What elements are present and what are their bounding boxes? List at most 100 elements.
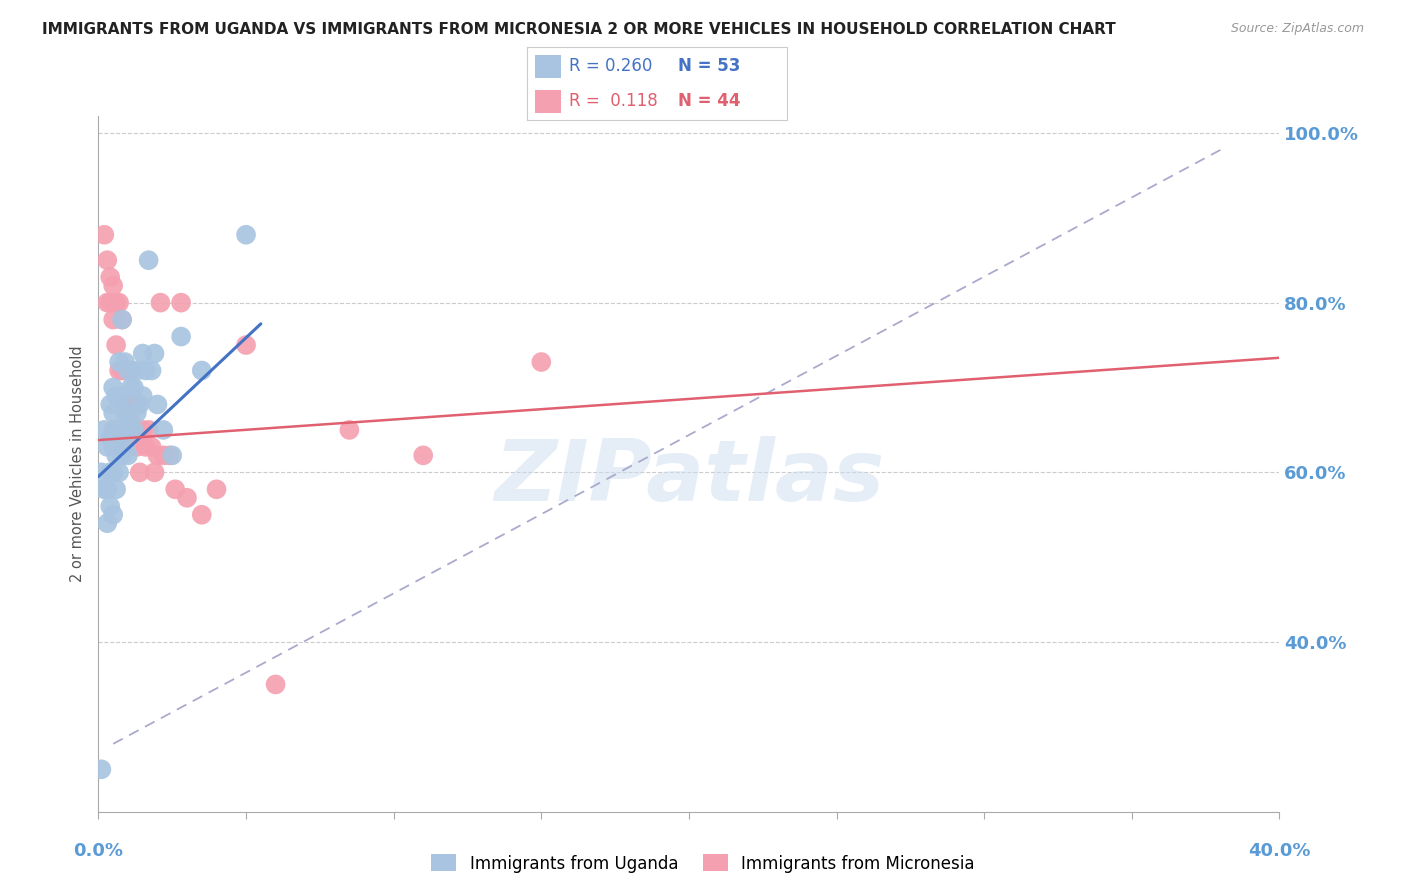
Point [120,423,142,437]
Point [149,295,172,310]
Point [146,448,169,462]
Point [141,363,163,377]
Point [122,380,145,394]
Point [117,448,139,462]
Point [120,414,142,428]
Point [135,363,157,377]
Point [96,483,118,497]
Point [103,406,125,420]
Point [96,440,118,454]
Point [103,440,125,454]
Point [120,380,142,394]
Text: ZIPatlas: ZIPatlas [494,436,884,519]
Point [117,423,139,437]
Point [117,363,139,377]
Point [98,466,121,480]
Point [191,363,214,377]
Point [103,312,125,326]
Point [103,508,125,522]
Point [108,397,131,411]
Point [108,355,131,369]
Point [412,448,434,462]
Point [125,406,148,420]
Point [125,363,148,377]
Point [90,762,112,776]
Bar [536,90,561,113]
Point [103,380,125,394]
Point [132,389,155,403]
Point [114,363,136,377]
Text: R =  0.118: R = 0.118 [569,93,658,111]
Point [96,295,118,310]
Point [93,423,115,437]
Point [530,355,553,369]
Point [132,423,155,437]
Point [235,227,257,242]
Point [114,397,136,411]
Y-axis label: 2 or more Vehicles in Household: 2 or more Vehicles in Household [70,345,86,582]
Point [111,312,134,326]
Point [125,440,148,454]
Point [157,448,180,462]
Point [143,466,166,480]
Point [176,491,198,505]
Point [111,440,134,454]
Point [96,253,118,268]
Point [152,448,174,462]
Point [105,389,128,403]
Point [111,363,134,377]
Point [117,397,139,411]
Text: R = 0.260: R = 0.260 [569,57,652,75]
Point [111,448,134,462]
Point [162,448,183,462]
Text: 0.0%: 0.0% [73,842,124,860]
Point [98,270,121,285]
Point [146,397,169,411]
Point [152,423,174,437]
Point [90,466,112,480]
Point [98,431,121,445]
Point [111,389,134,403]
Point [93,483,115,497]
Text: IMMIGRANTS FROM UGANDA VS IMMIGRANTS FROM MICRONESIA 2 OR MORE VEHICLES IN HOUSE: IMMIGRANTS FROM UGANDA VS IMMIGRANTS FRO… [42,22,1116,37]
Text: Source: ZipAtlas.com: Source: ZipAtlas.com [1230,22,1364,36]
Text: 40.0%: 40.0% [1249,842,1310,860]
Point [117,414,139,428]
Point [125,397,148,411]
Point [105,338,128,352]
Point [96,516,118,531]
Point [114,355,136,369]
Point [138,423,160,437]
Point [114,440,136,454]
Point [103,466,125,480]
Text: N = 44: N = 44 [678,93,741,111]
Point [114,406,136,420]
Point [98,397,121,411]
Point [122,423,145,437]
Point [103,423,125,437]
Point [105,483,128,497]
Point [141,440,163,454]
Point [165,483,187,497]
Legend: Immigrants from Uganda, Immigrants from Micronesia: Immigrants from Uganda, Immigrants from … [425,847,981,880]
Point [108,295,131,310]
Point [93,227,115,242]
Point [132,346,155,360]
Point [98,500,121,514]
Point [264,677,287,691]
Point [111,312,134,326]
Point [170,295,193,310]
Point [128,466,150,480]
Point [205,483,228,497]
Point [105,448,128,462]
Point [235,338,257,352]
Point [339,423,361,437]
Point [138,253,160,268]
Point [111,423,134,437]
Point [135,440,157,454]
Point [122,423,145,437]
Point [120,363,142,377]
Point [143,346,166,360]
Point [128,397,150,411]
Bar [536,54,561,78]
